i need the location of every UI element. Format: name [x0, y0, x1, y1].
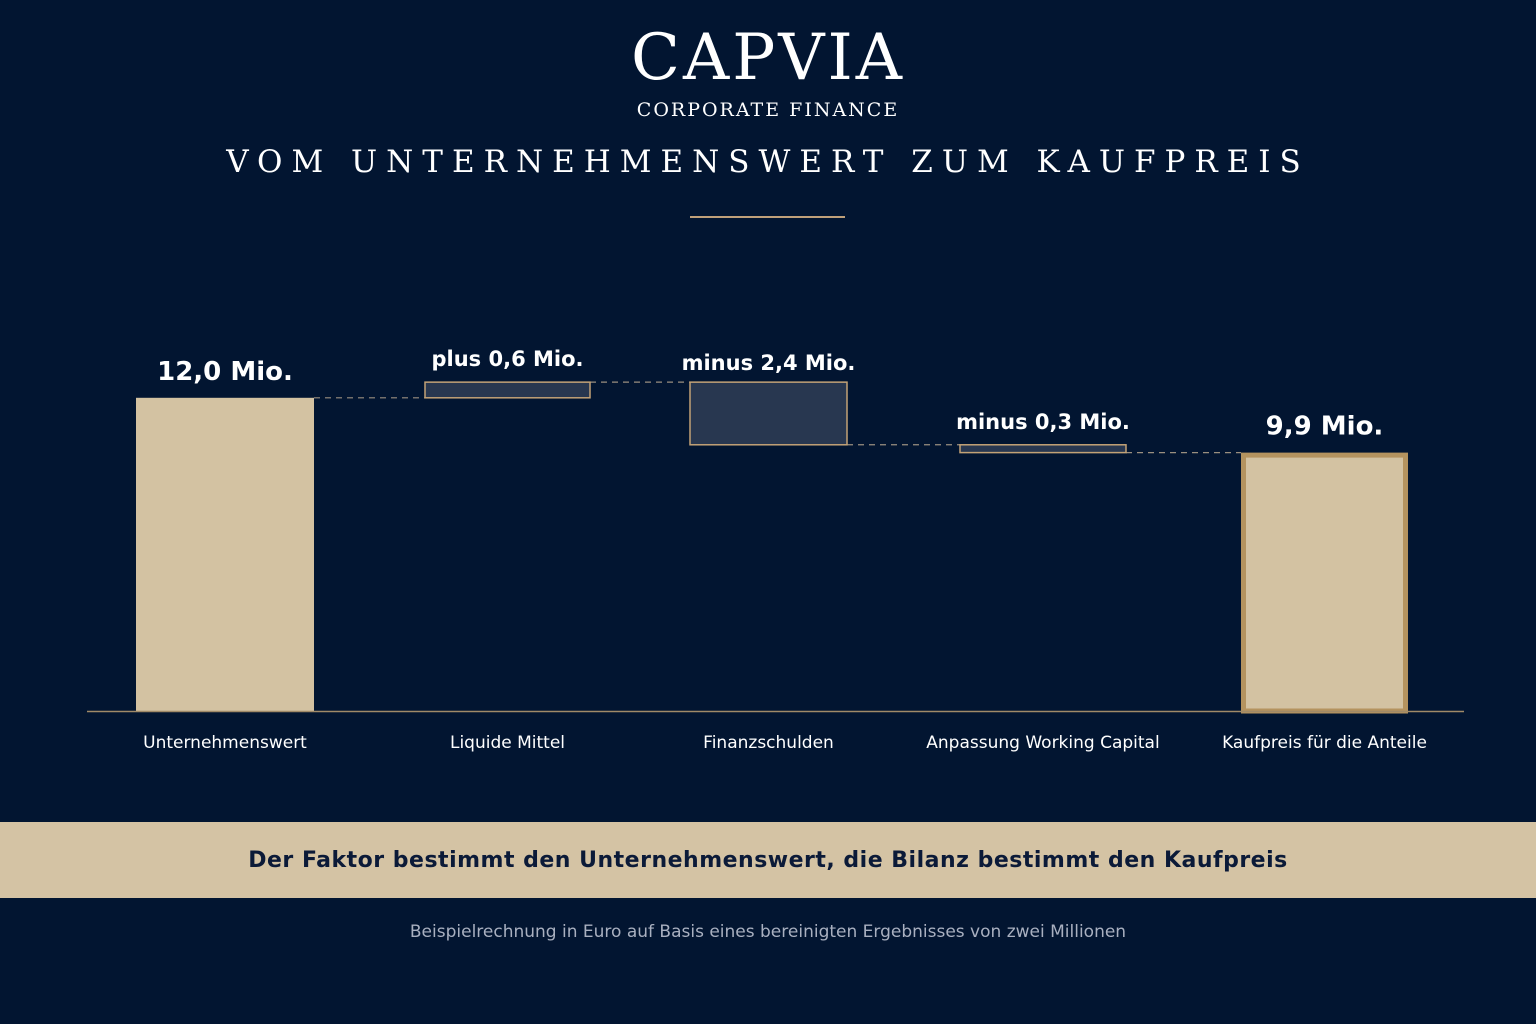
- total-bar: [1241, 452, 1408, 714]
- value-label: 9,9 Mio.: [1266, 412, 1384, 442]
- footnote: Beispielrechnung in Euro auf Basis eines…: [409, 922, 1127, 942]
- delta-bar: [959, 444, 1127, 454]
- waterfall-chart: 12,0 Mio. Unternehmenswert plus 0,6 Mio. Li…: [87, 347, 1464, 753]
- chart-title: VOM UNTERNEHMENSWERT ZUM KAUFPREIS: [226, 144, 1310, 180]
- category-label: Kaufpreis für die Anteile: [1222, 733, 1427, 753]
- total-bar: [136, 397, 314, 711]
- conclusion-banner: Der Faktor bestimmt den Unternehmenswert…: [0, 822, 1536, 898]
- category-label: Finanzschulden: [703, 733, 834, 753]
- logo-wordmark: CAPVIA: [631, 21, 905, 95]
- value-label: plus 0,6 Mio.: [431, 347, 583, 371]
- category-label: Liquide Mittel: [450, 733, 565, 753]
- title-divider: [690, 216, 845, 218]
- category-label: Unternehmenswert: [143, 733, 307, 753]
- value-label: minus 0,3 Mio.: [956, 410, 1130, 434]
- delta-bar: [424, 381, 591, 399]
- value-label: 12,0 Mio.: [157, 357, 293, 387]
- value-label: minus 2,4 Mio.: [682, 351, 856, 375]
- category-label: Anpassung Working Capital: [926, 733, 1159, 753]
- logo-subtitle: CORPORATE FINANCE: [636, 99, 900, 121]
- banner-text: Der Faktor bestimmt den Unternehmenswert…: [248, 847, 1288, 873]
- delta-bar: [689, 381, 848, 446]
